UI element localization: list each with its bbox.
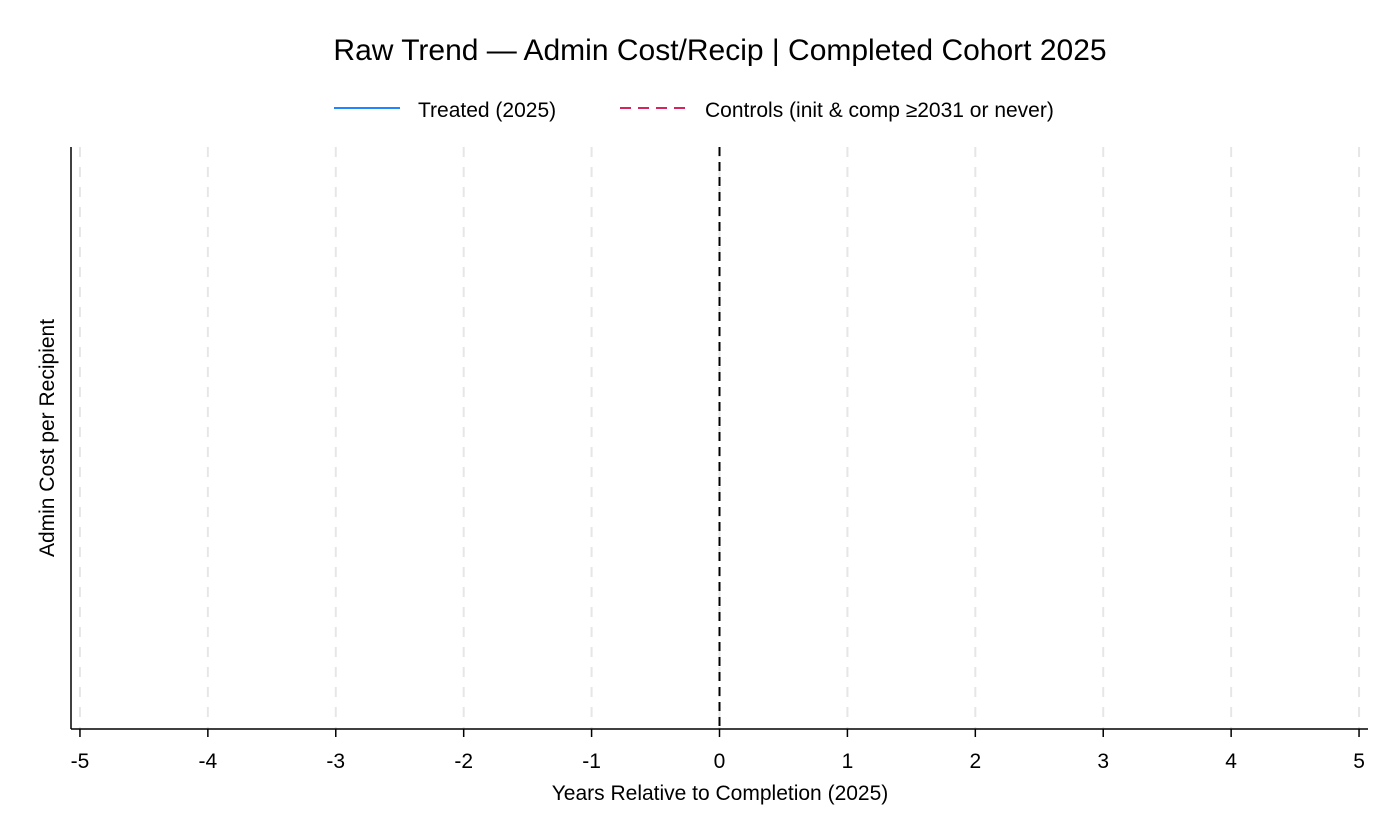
x-tick-label: -2 <box>454 750 473 773</box>
legend-label-controls: Controls (init & comp ≥2031 or never) <box>705 99 1054 122</box>
y-axis-label: Admin Cost per Recipient <box>36 319 59 557</box>
x-tick-label: -3 <box>326 750 345 773</box>
legend: Treated (2025) Controls (init & comp ≥20… <box>334 99 1054 122</box>
x-axis-label: Years Relative to Completion (2025) <box>552 782 889 805</box>
x-tick-label: 0 <box>714 750 726 773</box>
x-tick-label: 5 <box>1353 750 1365 773</box>
x-tick-label: 3 <box>1097 750 1109 773</box>
legend-label-treated: Treated (2025) <box>418 99 556 122</box>
x-tick-label: 4 <box>1225 750 1237 773</box>
x-tick-label: -5 <box>71 750 90 773</box>
chart-title: Raw Trend — Admin Cost/Recip | Completed… <box>333 34 1106 67</box>
x-tick-label: -4 <box>199 750 218 773</box>
x-tick-label: 2 <box>969 750 981 773</box>
x-tick-label: 1 <box>842 750 854 773</box>
x-axis-ticks: -5 -4 -3 -2 -1 0 1 2 3 4 5 <box>71 729 1365 773</box>
x-tick-label: -1 <box>582 750 601 773</box>
